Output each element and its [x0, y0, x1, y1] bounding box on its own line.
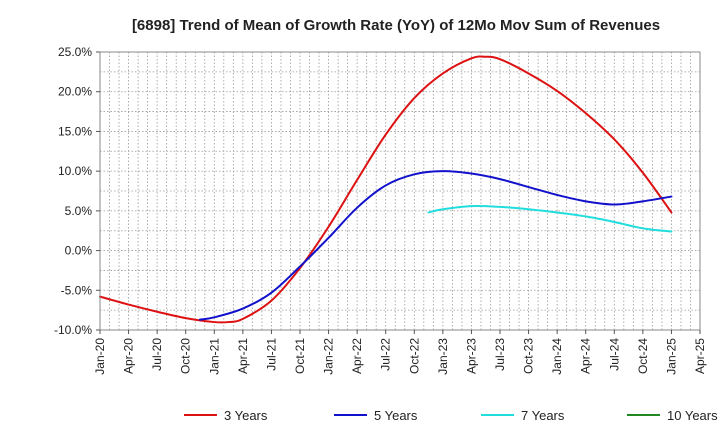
y-tick-label: 25.0% [58, 45, 92, 59]
y-tick-label: 20.0% [58, 85, 92, 99]
x-tick-label: Oct-21 [293, 338, 307, 374]
series-line-3-years [99, 55, 673, 324]
plot-frame [99, 51, 701, 331]
x-tick-label: Oct-20 [179, 338, 193, 374]
legend: 3 Years 5 Years 7 Years 10 Years [184, 408, 718, 423]
series-line-5-years [199, 170, 673, 321]
x-tick-label: Jul-24 [607, 338, 621, 371]
chart-title: [6898] Trend of Mean of Growth Rate (YoY… [132, 17, 660, 34]
x-tick-label: Oct-24 [636, 338, 650, 374]
series-layer [99, 55, 673, 324]
x-tick-label: Jul-21 [264, 338, 278, 371]
legend-label-7-years: 7 Years [521, 408, 565, 423]
x-tick-label: Jan-20 [93, 338, 107, 375]
x-tick-label: Jan-21 [207, 338, 221, 375]
series-line-7-years [427, 204, 673, 233]
x-tick-label: Apr-20 [122, 338, 136, 374]
legend-label-10-years: 10 Years [667, 408, 718, 423]
y-axis: 25.0% 20.0% 15.0% 10.0% 5.0% 0.0% -5.0% -10.0% [54, 45, 100, 337]
y-tick-label: 10.0% [58, 164, 92, 178]
x-tick-label: Apr-24 [579, 338, 593, 374]
y-tick-label: -10.0% [54, 323, 92, 337]
y-tick-label: 0.0% [65, 244, 93, 258]
x-tick-label: Jan-25 [664, 338, 678, 375]
grid [99, 51, 701, 331]
y-tick-label: 15.0% [58, 124, 92, 138]
x-tick-label: Apr-21 [236, 338, 250, 374]
x-tick-label: Oct-22 [407, 338, 421, 374]
x-tick-label: Apr-23 [464, 338, 478, 374]
x-tick-label: Apr-22 [350, 338, 364, 374]
x-tick-label: Jan-24 [550, 338, 564, 375]
x-tick-label: Jul-22 [379, 338, 393, 371]
x-tick-label: Jan-22 [322, 338, 336, 375]
x-axis: Jan-20 Apr-20 Jul-20 Oct-20 Jan-21 Apr-21 Jul-… [93, 330, 707, 375]
x-tick-label: Apr-25 [693, 338, 707, 374]
x-tick-label: Jul-20 [150, 338, 164, 371]
y-tick-label: 5.0% [65, 204, 93, 218]
x-tick-label: Jan-23 [436, 338, 450, 375]
x-tick-label: Jul-23 [493, 338, 507, 371]
x-tick-label: Oct-23 [522, 338, 536, 374]
legend-label-5-years: 5 Years [374, 408, 418, 423]
y-tick-label: -5.0% [61, 283, 93, 297]
legend-label-3-years: 3 Years [224, 408, 268, 423]
